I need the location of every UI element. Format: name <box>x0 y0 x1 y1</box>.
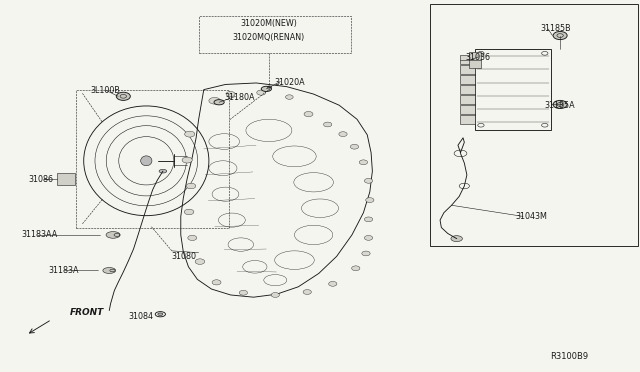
Ellipse shape <box>239 290 248 295</box>
Polygon shape <box>461 85 474 94</box>
Polygon shape <box>461 65 474 74</box>
Ellipse shape <box>182 157 192 163</box>
Ellipse shape <box>328 282 337 286</box>
Ellipse shape <box>184 131 195 137</box>
Text: 31086: 31086 <box>29 175 54 184</box>
Text: 31043M: 31043M <box>515 212 547 221</box>
Ellipse shape <box>350 144 358 149</box>
Ellipse shape <box>188 235 196 240</box>
Polygon shape <box>461 55 474 64</box>
Ellipse shape <box>351 266 360 271</box>
Text: 31036: 31036 <box>466 52 491 61</box>
Text: 31020A: 31020A <box>274 78 305 87</box>
Text: 31020MQ(RENAN): 31020MQ(RENAN) <box>233 33 305 42</box>
Ellipse shape <box>364 217 372 222</box>
Ellipse shape <box>214 100 224 105</box>
Text: 31183AA: 31183AA <box>21 230 58 240</box>
Ellipse shape <box>141 156 152 166</box>
Ellipse shape <box>212 280 221 285</box>
Ellipse shape <box>364 235 372 240</box>
Text: 31185B: 31185B <box>540 24 571 33</box>
Ellipse shape <box>195 259 205 264</box>
Ellipse shape <box>323 122 332 127</box>
Ellipse shape <box>209 97 220 104</box>
Ellipse shape <box>257 90 266 95</box>
Ellipse shape <box>364 179 372 183</box>
Ellipse shape <box>184 209 194 215</box>
Ellipse shape <box>359 160 367 165</box>
Ellipse shape <box>553 32 567 39</box>
Ellipse shape <box>271 292 280 297</box>
Ellipse shape <box>103 267 116 273</box>
Ellipse shape <box>186 183 196 189</box>
Ellipse shape <box>362 251 370 256</box>
Ellipse shape <box>304 112 313 117</box>
Text: 31180A: 31180A <box>224 93 255 102</box>
Ellipse shape <box>303 289 312 294</box>
Ellipse shape <box>553 100 567 109</box>
Polygon shape <box>57 173 75 185</box>
Ellipse shape <box>261 86 271 92</box>
Polygon shape <box>461 75 474 84</box>
Polygon shape <box>461 95 474 104</box>
Text: 3L100B: 3L100B <box>90 86 120 95</box>
Ellipse shape <box>226 92 235 97</box>
Text: R3100B9: R3100B9 <box>550 352 588 361</box>
Ellipse shape <box>159 169 167 173</box>
Text: 31084: 31084 <box>129 312 154 321</box>
Polygon shape <box>461 105 474 114</box>
Text: 31185A: 31185A <box>545 101 575 110</box>
Text: 31080: 31080 <box>172 252 197 261</box>
Polygon shape <box>461 115 474 124</box>
Ellipse shape <box>339 132 347 137</box>
Polygon shape <box>469 52 481 68</box>
Ellipse shape <box>116 92 131 100</box>
Text: 31183A: 31183A <box>48 266 79 275</box>
Ellipse shape <box>106 232 120 238</box>
Ellipse shape <box>285 95 293 99</box>
Text: FRONT: FRONT <box>70 308 104 317</box>
Ellipse shape <box>365 198 374 202</box>
Text: 31020M(NEW): 31020M(NEW) <box>241 19 298 28</box>
Ellipse shape <box>451 235 463 241</box>
Ellipse shape <box>158 313 163 315</box>
